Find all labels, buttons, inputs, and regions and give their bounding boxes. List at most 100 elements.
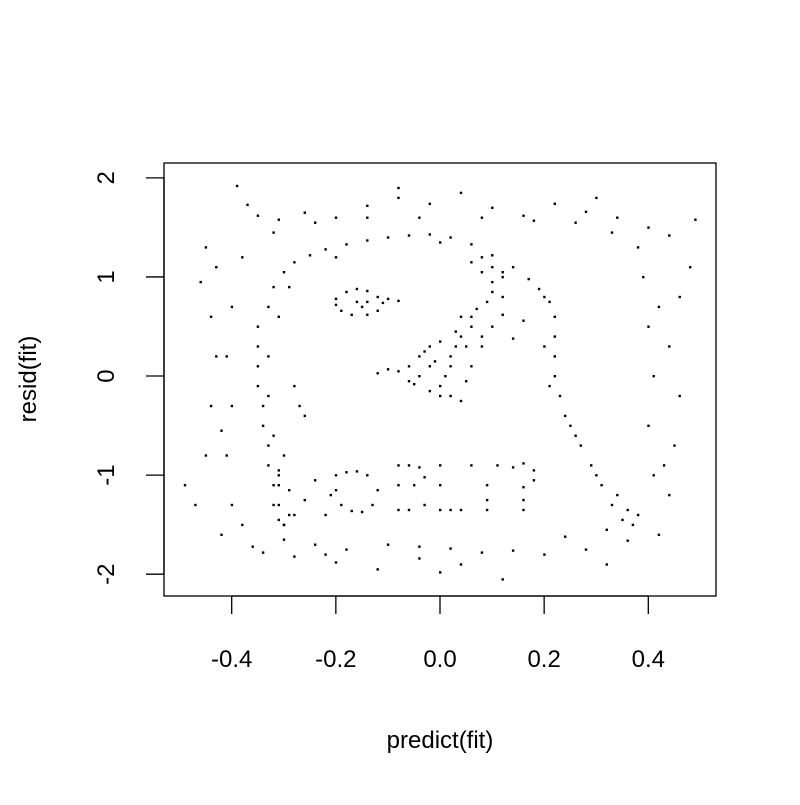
data-point [256,365,260,368]
data-point [522,319,525,322]
data-point [470,315,473,318]
data-point [215,266,218,269]
data-point [668,493,671,497]
data-point [439,384,442,388]
data-point [590,464,593,467]
x-tick-label: -0.2 [315,646,356,673]
data-point [360,305,364,309]
data-point [334,489,338,492]
data-point [449,547,452,550]
data-point [501,275,504,279]
data-point [199,280,202,284]
data-point [553,202,556,205]
data-point [553,375,556,378]
data-point [293,384,296,388]
data-point [334,216,338,219]
data-point [371,503,374,507]
data-point [470,261,473,264]
data-point [272,434,275,437]
data-point [616,493,619,497]
data-point [376,568,379,571]
data-point [272,231,275,234]
data-point [631,523,635,527]
x-tick-label: 0.2 [527,646,560,673]
data-point [439,241,442,244]
data-point [340,503,343,507]
y-tick-label: -2 [93,564,120,585]
data-point [183,484,187,487]
data-point [600,484,603,487]
data-point [564,535,567,538]
data-point [485,498,489,502]
data-point [470,365,473,368]
data-point [574,434,577,437]
data-point [673,444,676,447]
data-point [439,484,442,487]
data-point [334,256,338,259]
data-point [485,508,489,512]
data-point [256,214,260,217]
data-point [605,528,608,531]
data-point [334,561,338,564]
data-point [366,300,369,304]
data-point [355,300,359,304]
data-point [501,578,504,581]
data-point [209,315,213,318]
data-point [407,234,411,237]
data-point [439,340,442,343]
data-point [595,196,598,200]
data-point [334,303,338,307]
data-point [423,503,426,507]
data-point [428,365,431,368]
data-point [418,355,421,358]
data-point [340,309,343,312]
data-point [480,271,484,274]
data-point [433,360,437,363]
x-axis: -0.4 -0.2 0.0 0.2 0.4 [211,595,665,673]
data-point [689,266,692,269]
data-point [220,533,223,536]
data-point [459,335,463,338]
data-point [553,355,556,358]
data-point [194,503,197,507]
data-point [303,211,306,214]
x-tick-label: 0.0 [423,646,456,673]
data-point [418,557,421,560]
data-point [376,295,379,299]
data-point [532,219,536,222]
data-point [272,503,275,507]
data-point [293,513,296,517]
data-point [579,444,582,447]
data-point [480,345,484,348]
data-point [397,370,400,373]
data-point [267,444,270,447]
data-point [298,404,301,408]
data-point [230,503,234,507]
data-point [386,368,390,371]
data-point [345,290,348,294]
data-point [548,300,551,304]
data-point [407,508,411,512]
data-point [267,394,270,398]
data-point [345,243,348,246]
data-point [475,307,478,311]
data-point [407,365,411,368]
data-point [376,489,379,492]
data-point [501,313,504,316]
data-point [694,218,697,221]
data-point [334,474,338,477]
data-point [324,553,327,556]
data-point [366,313,369,316]
data-point [610,503,614,507]
data-point [647,325,650,328]
data-point [215,355,218,358]
data-point [501,271,504,274]
data-point [407,464,411,467]
data-point [366,239,369,242]
data-point [314,479,317,482]
data-point [621,518,624,522]
data-point [449,508,452,512]
data-point [454,345,457,348]
data-point [288,285,291,289]
